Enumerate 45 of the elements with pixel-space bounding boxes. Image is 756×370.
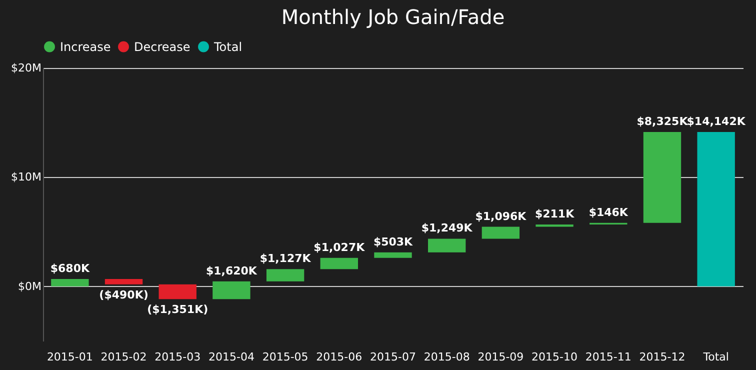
x-tick-label: 2015-10 bbox=[532, 350, 578, 364]
x-tick-label: 2015-06 bbox=[316, 350, 362, 364]
x-tick-label: 2015-08 bbox=[424, 350, 470, 364]
text: $1,127K bbox=[260, 252, 311, 266]
text: ($490K) bbox=[99, 288, 148, 302]
bar bbox=[482, 226, 520, 239]
x-tick-label: 2015-02 bbox=[100, 350, 147, 364]
x-tick-label: 2015-04 bbox=[208, 350, 254, 364]
legend-label: Decrease bbox=[134, 40, 190, 54]
x-tick-label: 2015-11 bbox=[585, 350, 632, 364]
legend-label: Increase bbox=[60, 40, 111, 54]
x-tick-label: 2015-01 bbox=[46, 350, 93, 364]
text: $503K bbox=[373, 235, 413, 248]
bar bbox=[266, 269, 304, 282]
y-tick-label: $0M bbox=[18, 280, 42, 293]
bar bbox=[51, 278, 89, 286]
text: $680K bbox=[50, 262, 90, 275]
text: ($1,351K) bbox=[147, 303, 208, 316]
bar bbox=[697, 132, 735, 286]
legend-label: Total bbox=[213, 40, 242, 54]
text: $14,142K bbox=[686, 114, 746, 128]
y-tick-label: $10M bbox=[11, 170, 42, 184]
text: $211K bbox=[534, 207, 574, 220]
x-tick-label: Total bbox=[702, 350, 729, 364]
x-tick-label: 2015-03 bbox=[154, 350, 201, 364]
chart-title: Monthly Job Gain/Fade bbox=[281, 5, 505, 29]
bar bbox=[158, 284, 196, 300]
bar bbox=[643, 132, 682, 223]
text: $1,249K bbox=[421, 222, 472, 235]
text: $1,620K bbox=[206, 264, 257, 278]
x-tick-label: 2015-05 bbox=[262, 350, 308, 364]
y-tick-label: $20M bbox=[11, 62, 42, 74]
x-tick-label: 2015-07 bbox=[370, 350, 416, 364]
text: $8,325K bbox=[636, 114, 688, 128]
text: $1,027K bbox=[314, 240, 365, 254]
bar bbox=[212, 281, 250, 300]
bar bbox=[374, 252, 412, 258]
text: $146K bbox=[588, 206, 628, 219]
x-tick-label: 2015-12 bbox=[639, 350, 686, 364]
bar bbox=[428, 238, 466, 252]
bar bbox=[320, 258, 358, 270]
x-tick-label: 2015-09 bbox=[478, 350, 524, 364]
text: $1,096K bbox=[475, 210, 526, 223]
bar bbox=[104, 278, 143, 284]
bar bbox=[536, 224, 574, 227]
